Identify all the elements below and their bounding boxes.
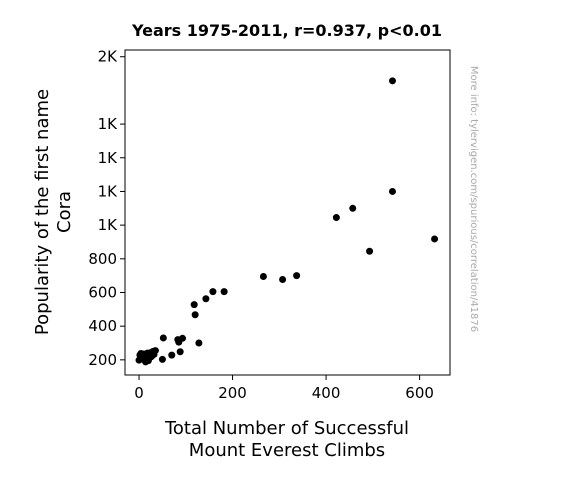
data-point bbox=[158, 355, 166, 363]
y-axis-label-line-2: Cora bbox=[54, 191, 75, 233]
chart-title: Years 1975-2011, r=0.937, p<0.01 bbox=[131, 21, 442, 40]
data-point bbox=[332, 214, 340, 222]
data-point bbox=[202, 295, 210, 303]
data-point bbox=[279, 276, 287, 284]
data-points bbox=[135, 77, 439, 366]
data-point bbox=[176, 348, 184, 356]
data-point bbox=[168, 351, 176, 359]
y-tick-label: 400 bbox=[88, 317, 117, 335]
x-tick-label: 600 bbox=[405, 384, 434, 402]
x-axis-ticks: 0 200 400 600 bbox=[134, 375, 434, 402]
x-axis-label-line-2: Mount Everest Climbs bbox=[189, 440, 385, 461]
y-tick-label: 1K bbox=[98, 149, 119, 167]
data-point bbox=[293, 272, 301, 280]
y-tick-label: 800 bbox=[88, 250, 117, 268]
data-point bbox=[151, 347, 159, 355]
data-point bbox=[209, 288, 217, 296]
data-point bbox=[388, 77, 396, 85]
data-point bbox=[220, 288, 228, 296]
x-axis-label-line-1: Total Number of Successful bbox=[164, 418, 409, 439]
y-tick-label: 2K bbox=[98, 48, 119, 66]
data-point bbox=[159, 334, 167, 342]
y-tick-label: 600 bbox=[88, 283, 117, 301]
source-watermark: More info: tylervigen.com/spurious/corre… bbox=[468, 66, 479, 332]
data-point bbox=[431, 235, 439, 243]
x-tick-label: 200 bbox=[218, 384, 247, 402]
y-tick-label: 1K bbox=[98, 182, 119, 200]
plot-area bbox=[124, 49, 451, 376]
data-point bbox=[191, 311, 199, 319]
data-point bbox=[195, 339, 203, 347]
data-point bbox=[349, 204, 357, 212]
data-point bbox=[259, 272, 267, 280]
y-tick-label: 1K bbox=[98, 216, 119, 234]
data-point bbox=[366, 247, 374, 255]
y-tick-label: 1K bbox=[98, 115, 119, 133]
data-point bbox=[388, 187, 396, 195]
y-tick-label: 200 bbox=[88, 351, 117, 369]
data-point bbox=[190, 301, 198, 309]
x-tick-label: 400 bbox=[312, 384, 341, 402]
y-axis-ticks: 200 400 600 800 1K 1K 1K 1K 2K bbox=[88, 48, 125, 369]
x-tick-label: 0 bbox=[134, 384, 144, 402]
data-point bbox=[179, 334, 187, 342]
y-axis-label-line-1: Popularity of the first name bbox=[32, 89, 53, 335]
